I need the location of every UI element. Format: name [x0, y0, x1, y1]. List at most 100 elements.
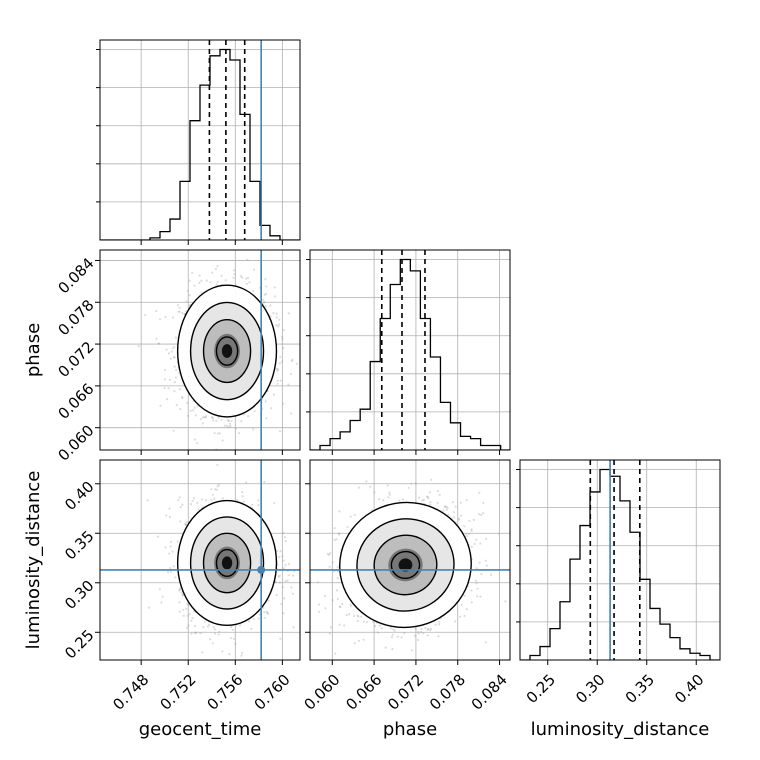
- sample-point: [475, 567, 478, 570]
- sample-point: [463, 614, 466, 618]
- sample-point: [275, 324, 278, 327]
- sample-point: [279, 379, 282, 382]
- sample-point: [438, 620, 441, 623]
- sample-point: [216, 264, 219, 268]
- sample-point: [144, 313, 147, 316]
- sample-point: [329, 552, 332, 555]
- x-tick-label: 0.756: [204, 671, 247, 714]
- x-axis-label-phase: phase: [383, 719, 437, 740]
- sample-point: [276, 379, 279, 382]
- sample-point: [282, 567, 285, 570]
- sample-point: [178, 588, 181, 591]
- sample-point: [335, 538, 338, 541]
- sample-point: [427, 497, 430, 500]
- sample-point: [168, 507, 171, 510]
- x-tick-label: 0.30: [572, 671, 608, 707]
- sample-point: [264, 278, 267, 281]
- sample-point: [158, 318, 162, 321]
- sample-point: [213, 432, 216, 435]
- sample-point: [278, 574, 281, 577]
- y-tick-label: 0.30: [61, 577, 97, 613]
- sample-point: [239, 275, 243, 278]
- sample-point: [484, 641, 487, 644]
- panel-frame: [309, 459, 511, 661]
- sample-point: [290, 412, 293, 415]
- sample-point: [470, 529, 473, 533]
- sample-point: [438, 623, 441, 626]
- sample-point: [155, 309, 158, 313]
- sample-point: [227, 425, 230, 429]
- sample-point: [190, 632, 193, 635]
- sample-point: [476, 595, 479, 598]
- sample-point: [476, 587, 479, 590]
- sample-point: [263, 616, 266, 619]
- sample-point: [171, 347, 174, 350]
- sample-point: [240, 420, 243, 423]
- sample-point: [277, 575, 280, 578]
- sample-point: [336, 566, 339, 569]
- sample-point: [444, 505, 447, 508]
- sample-point: [454, 505, 457, 508]
- sample-point: [190, 619, 193, 623]
- sample-point: [191, 499, 194, 502]
- sample-point: [246, 258, 249, 261]
- sample-point: [357, 486, 360, 489]
- sample-point: [386, 484, 389, 487]
- sample-point: [172, 316, 175, 319]
- sample-point: [365, 480, 368, 483]
- sample-point: [178, 610, 181, 613]
- sample-point: [333, 570, 336, 573]
- sample-point: [187, 604, 190, 607]
- sample-point: [263, 293, 266, 296]
- sample-point: [470, 589, 473, 592]
- sample-point: [160, 601, 163, 604]
- sample-point: [221, 497, 224, 500]
- sample-point: [284, 540, 287, 543]
- sample-point: [147, 606, 151, 609]
- sample-point: [163, 386, 166, 390]
- sample-point: [442, 509, 445, 512]
- density-fill: [221, 344, 233, 358]
- sample-point: [267, 599, 270, 602]
- sample-point: [163, 368, 167, 372]
- sample-point: [178, 496, 181, 499]
- sample-point: [316, 581, 319, 584]
- sample-point: [426, 495, 429, 498]
- sample-point: [272, 393, 275, 396]
- sample-point: [263, 480, 266, 483]
- sample-point: [237, 432, 241, 435]
- x-tick-label: 0.084: [468, 671, 511, 714]
- sample-point: [170, 540, 173, 543]
- density-contour: [339, 501, 472, 629]
- sample-point: [387, 496, 390, 499]
- sample-point: [266, 611, 269, 615]
- sample-point: [453, 516, 456, 519]
- sample-point: [445, 505, 448, 508]
- sample-point: [172, 565, 175, 568]
- sample-point: [185, 520, 188, 524]
- sample-point: [479, 595, 482, 598]
- sample-point: [465, 499, 468, 502]
- sample-point: [482, 511, 485, 515]
- sample-point: [234, 427, 237, 430]
- sample-point: [287, 574, 290, 577]
- sample-point: [457, 517, 460, 520]
- sample-point: [489, 573, 492, 577]
- sample-point: [273, 502, 276, 505]
- sample-point: [257, 617, 260, 620]
- sample-point: [401, 498, 404, 501]
- sample-point: [360, 615, 363, 618]
- sample-point: [356, 614, 359, 617]
- sample-point: [356, 619, 359, 623]
- sample-point: [357, 639, 360, 642]
- sample-point: [283, 597, 286, 600]
- sample-point: [175, 368, 178, 372]
- sample-point: [286, 579, 289, 582]
- sample-point: [291, 358, 294, 361]
- x-tick-label: 0.40: [671, 671, 707, 707]
- sample-point: [374, 624, 377, 628]
- x-tick-label: 0.078: [426, 671, 469, 714]
- sample-point: [324, 594, 327, 598]
- sample-point: [205, 499, 208, 502]
- sample-point: [475, 538, 478, 541]
